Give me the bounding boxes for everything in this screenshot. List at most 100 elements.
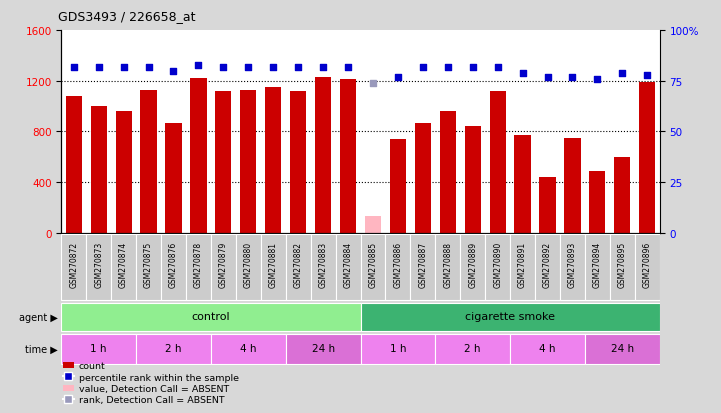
Point [541, 74, 553, 81]
Text: GSM270882: GSM270882 [293, 242, 303, 287]
Point [293, 64, 304, 71]
Bar [340, 80, 356, 233]
Point [267, 64, 279, 71]
Text: 1 h: 1 h [90, 343, 107, 353]
Bar [585, 235, 610, 300]
Bar [87, 235, 111, 300]
Bar [240, 90, 257, 233]
Bar [211, 235, 236, 300]
Point [492, 64, 503, 71]
Bar [216, 92, 231, 233]
Bar [360, 235, 386, 300]
Bar [61, 235, 87, 300]
Bar [161, 235, 186, 300]
Text: GSM270886: GSM270886 [394, 242, 402, 287]
Text: GSM270883: GSM270883 [319, 242, 327, 287]
Bar [485, 235, 510, 300]
Text: GSM270873: GSM270873 [94, 242, 103, 288]
Bar [261, 235, 286, 300]
Point [417, 64, 428, 71]
Bar [610, 235, 634, 300]
Bar [510, 235, 535, 300]
Text: GSM270893: GSM270893 [568, 242, 577, 288]
Bar [510, 334, 585, 364]
Bar [410, 235, 435, 300]
Text: time ▶: time ▶ [25, 344, 58, 354]
Bar [311, 235, 335, 300]
Bar [165, 123, 182, 233]
Bar [365, 217, 381, 233]
Bar [539, 178, 556, 233]
Text: agent ▶: agent ▶ [19, 312, 58, 322]
Point [93, 64, 105, 71]
Bar [560, 235, 585, 300]
Bar [589, 171, 606, 233]
Bar [535, 235, 560, 300]
Text: 2 h: 2 h [165, 343, 182, 353]
Text: GSM270879: GSM270879 [219, 242, 228, 288]
Point [342, 64, 354, 71]
Bar [315, 78, 331, 233]
Bar [66, 97, 82, 233]
Text: 4 h: 4 h [539, 343, 556, 353]
Bar [464, 127, 481, 233]
Bar [440, 112, 456, 233]
Point [367, 80, 379, 87]
Text: GSM270875: GSM270875 [144, 242, 153, 288]
Point [218, 64, 229, 71]
Point [193, 62, 204, 69]
Text: GSM270895: GSM270895 [618, 242, 627, 288]
Bar [360, 303, 660, 331]
Point [242, 64, 254, 71]
Bar [290, 92, 306, 233]
Point [616, 70, 628, 77]
Text: GSM270896: GSM270896 [642, 242, 652, 288]
Bar [565, 138, 580, 233]
Bar [435, 334, 510, 364]
Point [442, 64, 454, 71]
Bar [286, 334, 360, 364]
Bar [265, 88, 281, 233]
Point [118, 64, 129, 71]
Bar [386, 235, 410, 300]
Text: GSM270872: GSM270872 [69, 242, 79, 287]
Bar [390, 140, 406, 233]
Text: 4 h: 4 h [240, 343, 257, 353]
Point [642, 72, 653, 79]
Point [517, 70, 528, 77]
Bar [614, 157, 630, 233]
Point [392, 74, 404, 81]
Bar [61, 334, 136, 364]
Point [567, 74, 578, 81]
Text: 24 h: 24 h [611, 343, 634, 353]
Bar [211, 334, 286, 364]
Bar [186, 235, 211, 300]
Text: cigarette smoke: cigarette smoke [465, 311, 555, 321]
Bar [136, 334, 211, 364]
Bar [639, 83, 655, 233]
Text: GSM270889: GSM270889 [468, 242, 477, 287]
Text: GSM270874: GSM270874 [119, 242, 128, 288]
Legend: count, percentile rank within the sample, value, Detection Call = ABSENT, rank, : count, percentile rank within the sample… [59, 358, 242, 408]
Text: GSM270890: GSM270890 [493, 242, 502, 288]
Text: GSM270892: GSM270892 [543, 242, 552, 287]
Text: GSM270891: GSM270891 [518, 242, 527, 287]
Bar [141, 90, 156, 233]
Text: 1 h: 1 h [389, 343, 406, 353]
Text: GSM270887: GSM270887 [418, 242, 428, 287]
Point [168, 68, 180, 75]
Text: GSM270885: GSM270885 [368, 242, 378, 287]
Text: GSM270888: GSM270888 [443, 242, 452, 287]
Bar [91, 107, 107, 233]
Text: GSM270876: GSM270876 [169, 242, 178, 288]
Text: 2 h: 2 h [464, 343, 481, 353]
Bar [360, 334, 435, 364]
Bar [190, 79, 206, 233]
Bar [61, 303, 360, 331]
Bar [136, 235, 161, 300]
Bar [115, 112, 132, 233]
Point [592, 76, 603, 83]
Bar [435, 235, 460, 300]
Text: GSM270894: GSM270894 [593, 242, 602, 288]
Text: GSM270881: GSM270881 [269, 242, 278, 287]
